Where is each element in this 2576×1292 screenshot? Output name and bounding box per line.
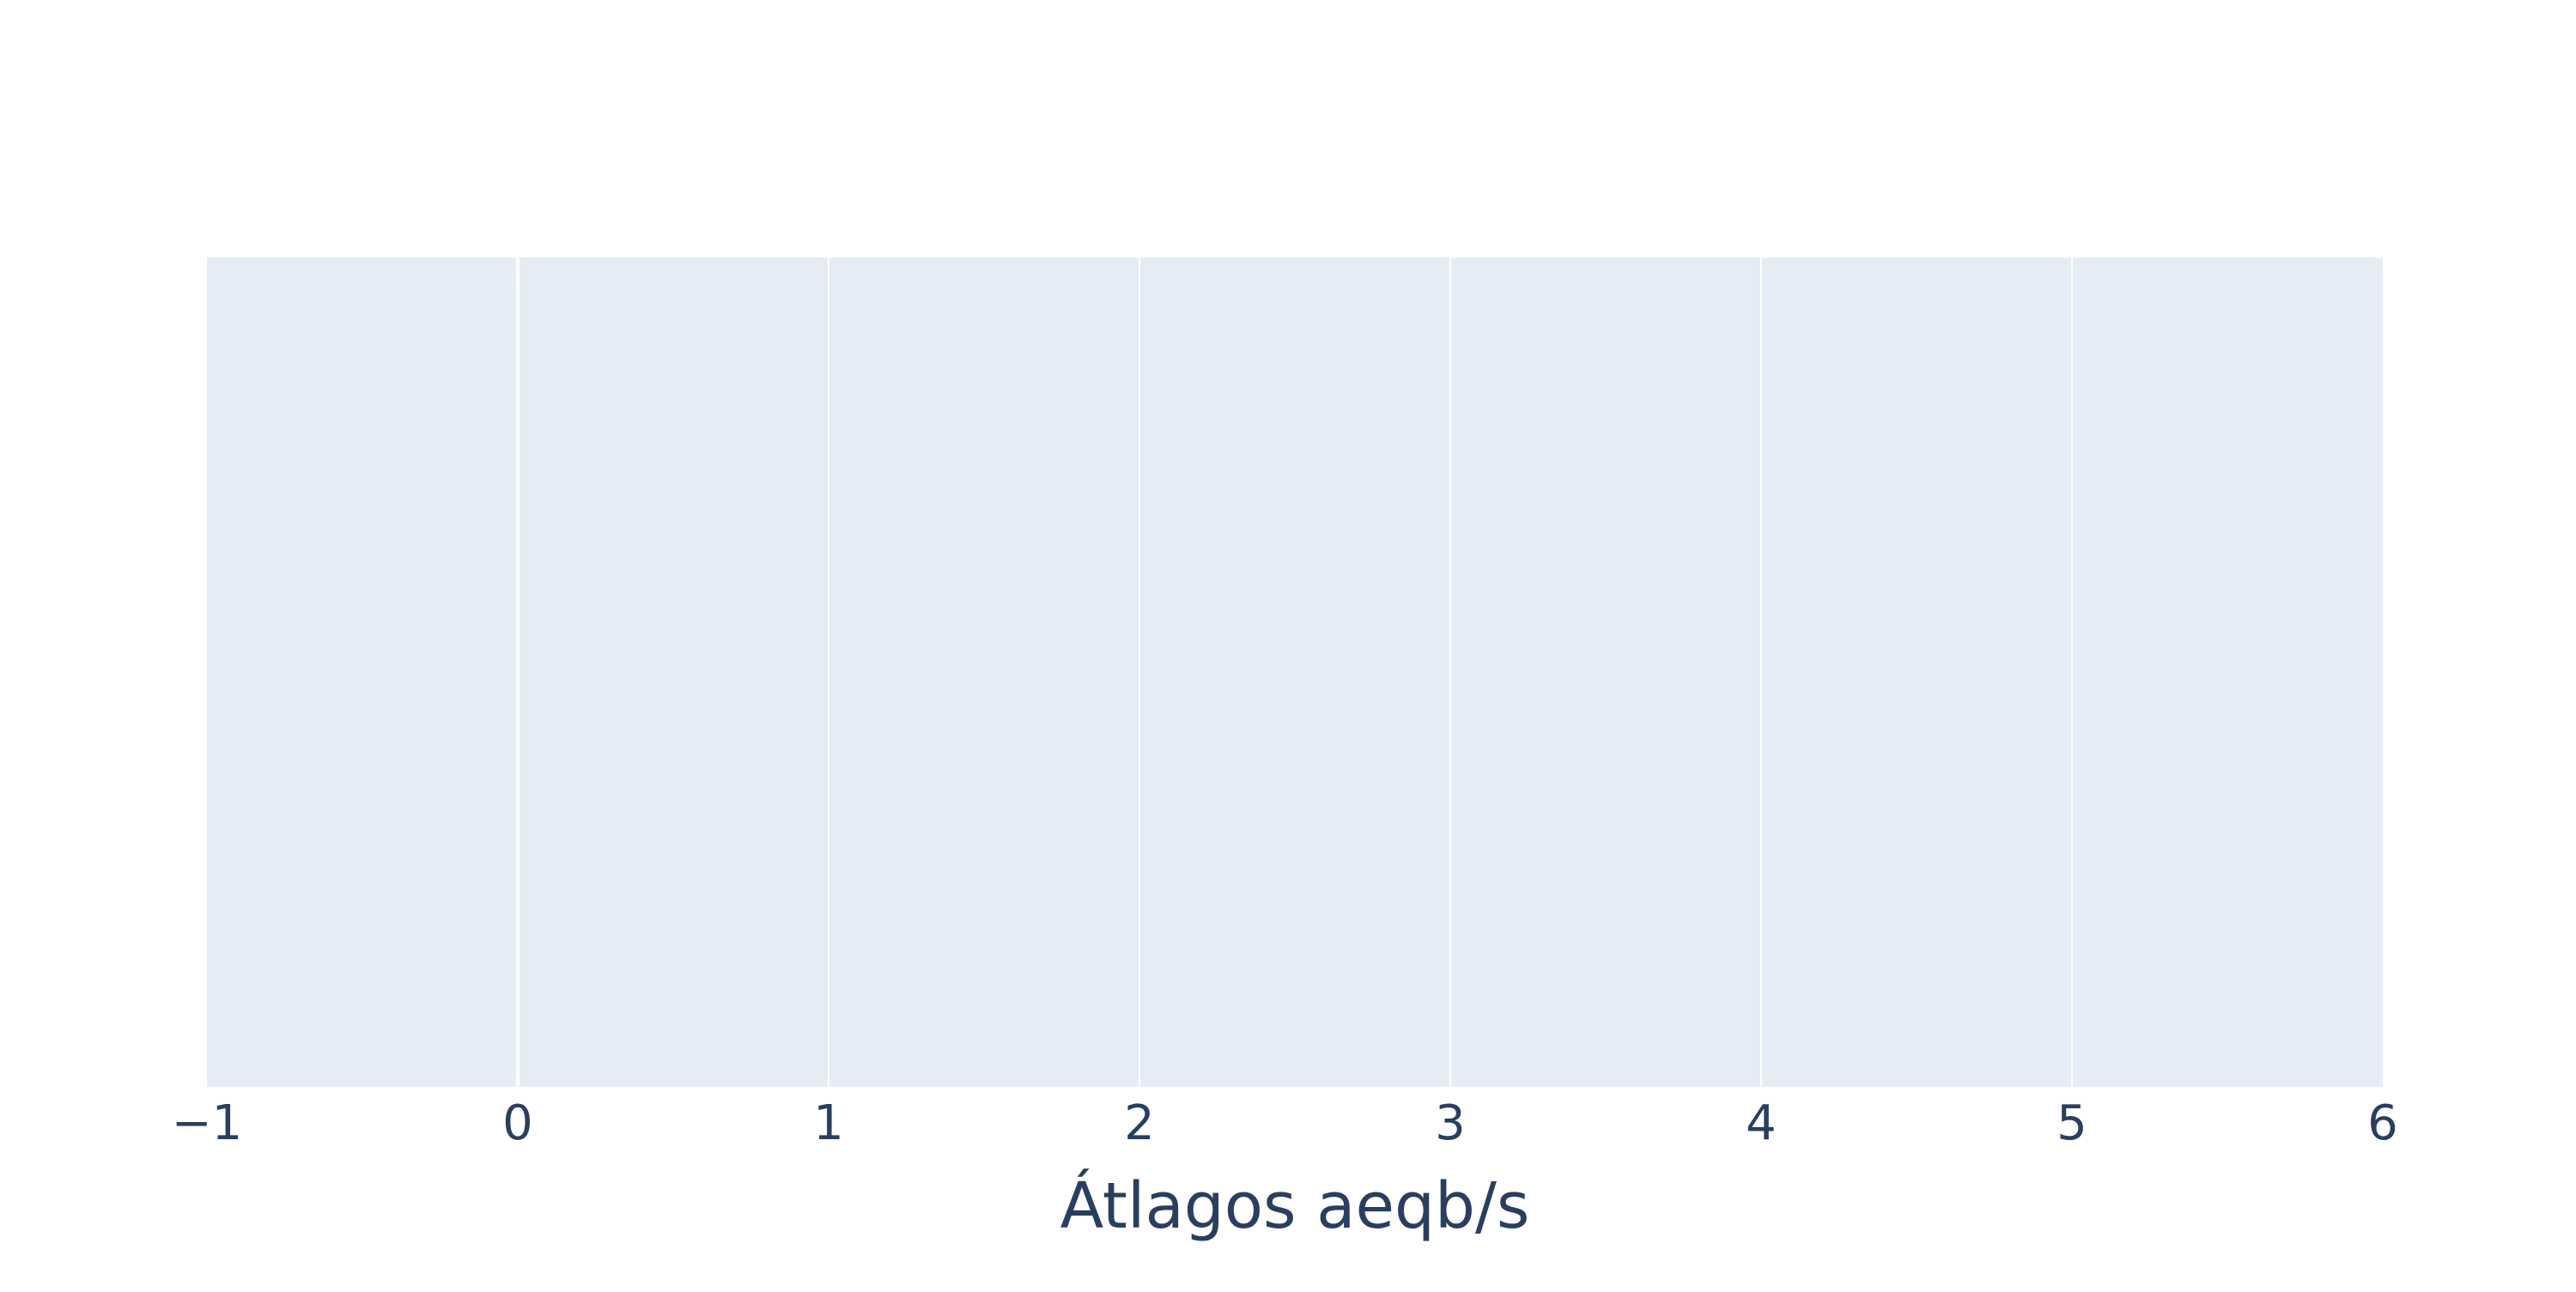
- x-tick-label: 5: [2057, 1095, 2087, 1151]
- x-tick-label: 4: [1746, 1095, 1777, 1151]
- gridlines: [516, 258, 2073, 1087]
- x-tick-label: 2: [1124, 1095, 1155, 1151]
- x-tick-label: 1: [813, 1095, 844, 1151]
- x-axis-ticks: −1 0 1 2 3 4 5 6: [172, 1095, 2398, 1151]
- x-tick-label: −1: [172, 1095, 243, 1151]
- x-axis-title: Átlagos aeqb/s: [1060, 1168, 1530, 1243]
- x-tick-label: 6: [2367, 1095, 2398, 1151]
- x-tick-label: 3: [1435, 1095, 1466, 1151]
- x-tick-label: 0: [502, 1095, 533, 1151]
- plot-area: [207, 258, 2383, 1087]
